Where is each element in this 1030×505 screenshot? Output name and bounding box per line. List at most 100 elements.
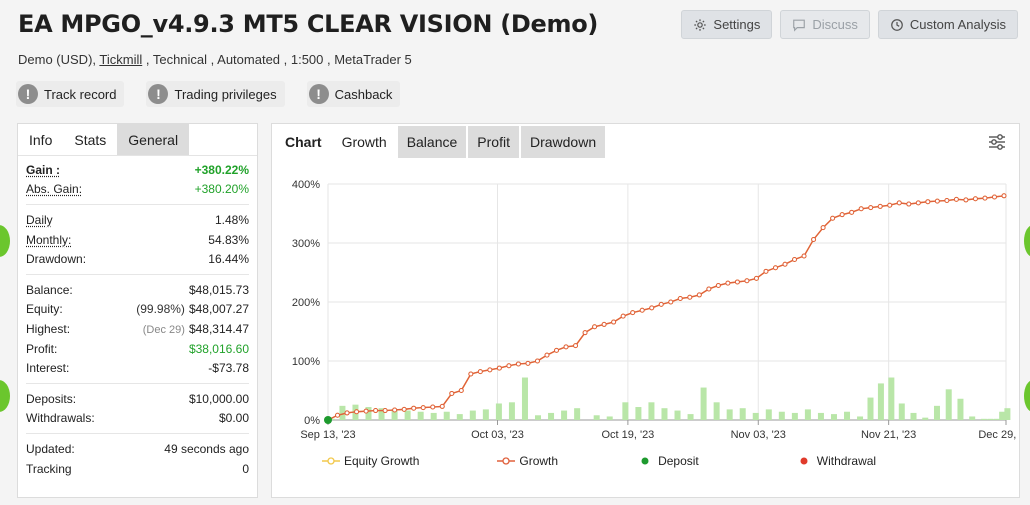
legend-growth[interactable]: Growth xyxy=(497,454,558,468)
x-tick-label: Nov 21, '23 xyxy=(861,429,916,441)
tab-info[interactable]: Info xyxy=(29,131,53,148)
x-tick-label: Nov 03, '23 xyxy=(731,429,786,441)
bar-mark xyxy=(635,407,642,420)
stat-label: Interest: xyxy=(26,361,70,376)
growth-point xyxy=(354,409,360,415)
legend-label: Growth xyxy=(519,454,559,468)
bar-mark xyxy=(574,408,581,420)
growth-point xyxy=(991,194,997,200)
bar-mark xyxy=(456,414,463,420)
chart-settings-icon[interactable] xyxy=(987,132,1007,152)
stat-value: 16.44% xyxy=(208,252,249,267)
legend-label: Withdrawal xyxy=(816,454,877,468)
stat-label: Withdrawals: xyxy=(26,411,95,426)
cashback-badge[interactable]: ! Cashback xyxy=(306,81,401,107)
stat-label[interactable]: Daily xyxy=(26,212,53,227)
bar-mark xyxy=(469,410,476,420)
bar-mark xyxy=(778,411,785,420)
tab-stats[interactable]: Stats xyxy=(74,131,107,148)
stat-label: Equity: xyxy=(26,302,63,317)
growth-point xyxy=(439,403,445,409)
stat-value: $48,015.73 xyxy=(188,282,249,297)
chart-tabs: Chart Growth Balance Profit Drawdown xyxy=(276,126,1019,158)
tab-growth[interactable]: Growth xyxy=(341,134,387,150)
y-tick-label: 0% xyxy=(304,415,320,427)
growth-point xyxy=(706,286,712,292)
legend-deposit[interactable]: Deposit xyxy=(636,454,699,468)
stat-value: +380.20% xyxy=(194,182,249,197)
growth-chart: 400% 300% 200% 100% 0% Sep 13, '23 Oct 03, '23… xyxy=(292,179,1019,441)
legend-withdrawal[interactable]: Withdrawal xyxy=(795,454,876,468)
growth-point xyxy=(401,406,407,412)
bar-mark xyxy=(739,408,746,420)
stat-value: $0.00 xyxy=(218,411,249,426)
growth-point xyxy=(877,203,883,209)
growth-point xyxy=(658,301,664,307)
bar-mark xyxy=(898,403,905,420)
warning-icon: ! xyxy=(18,84,38,104)
stat-row-profit: Profit: $38,016.60 xyxy=(26,339,249,359)
tab-profit[interactable]: Profit xyxy=(468,126,519,158)
growth-point xyxy=(496,365,502,371)
bar-mark xyxy=(548,412,555,420)
stat-row-monthly: Monthly: 54.83% xyxy=(26,230,249,250)
growth-point xyxy=(392,407,398,413)
stat-label[interactable]: Monthly: xyxy=(26,232,72,247)
growth-point xyxy=(982,195,988,201)
growth-point xyxy=(477,369,483,375)
stat-label: Deposits: xyxy=(26,391,77,406)
stat-row-balance: Balance: $48,015.73 xyxy=(26,280,249,300)
legend-label: Deposit xyxy=(658,454,699,468)
divider xyxy=(26,433,249,435)
chart-panel: Chart Growth Balance Profit Drawdown 400… xyxy=(271,123,1020,498)
bar-mark xyxy=(365,407,372,420)
stat-label: Highest: xyxy=(26,321,71,336)
bar-mark xyxy=(969,416,976,420)
settings-button[interactable]: Settings xyxy=(681,10,773,39)
broker-link[interactable]: Tickmill xyxy=(99,52,143,67)
growth-point xyxy=(763,268,769,274)
bar-mark xyxy=(535,415,542,420)
custom-analysis-label: Custom Analysis xyxy=(909,17,1006,32)
trading-privileges-badge[interactable]: ! Trading privileges xyxy=(146,81,285,107)
legend-equity-growth[interactable]: Equity Growth xyxy=(322,454,419,468)
stat-value: 49 seconds ago xyxy=(164,441,249,456)
track-record-badge[interactable]: ! Track record xyxy=(16,81,125,107)
bar-mark xyxy=(957,398,964,420)
bar-mark xyxy=(378,408,385,420)
bar-mark xyxy=(661,408,668,420)
growth-point xyxy=(687,294,693,300)
warning-icon: ! xyxy=(308,84,329,104)
tab-general[interactable]: General xyxy=(117,124,190,155)
stats-list: Gain : +380.22% Abs. Gain: +380.20% Daily 1… xyxy=(18,156,257,478)
stat-row-highest: Highest: (Dec 29) $48,314.47 xyxy=(26,319,249,339)
growth-point xyxy=(649,305,655,311)
growth-point xyxy=(715,282,721,288)
stat-label: Drawdown: xyxy=(26,252,87,267)
stat-value: 0 xyxy=(242,461,249,476)
tab-drawdown[interactable]: Drawdown xyxy=(520,126,606,158)
tab-balance[interactable]: Balance xyxy=(397,126,467,158)
stat-value: 1.48% xyxy=(214,212,249,227)
tab-chart: Chart xyxy=(285,134,322,150)
side-decoration xyxy=(1024,225,1030,257)
bar-mark xyxy=(404,410,411,420)
growth-point xyxy=(363,408,369,414)
y-tick-label: 100% xyxy=(292,356,320,368)
growth-point xyxy=(696,292,702,298)
stat-value: $10,000.00 xyxy=(188,391,249,406)
stat-label[interactable]: Gain : xyxy=(26,162,61,177)
stat-row-deposits: Deposits: $10,000.00 xyxy=(26,389,249,409)
stat-row-daily: Daily 1.48% xyxy=(26,210,249,230)
stat-label[interactable]: Abs. Gain: xyxy=(26,182,83,197)
custom-analysis-button[interactable]: Custom Analysis xyxy=(877,10,1018,39)
growth-point xyxy=(515,361,521,367)
legend-growth-marker xyxy=(497,457,516,465)
bar-mark xyxy=(521,377,528,420)
bar-mark xyxy=(391,409,398,420)
discuss-button[interactable]: Discuss xyxy=(780,10,870,39)
growth-point xyxy=(487,367,493,373)
growth-point xyxy=(944,198,950,204)
y-tick-label: 400% xyxy=(292,179,320,191)
growth-point xyxy=(411,405,417,411)
